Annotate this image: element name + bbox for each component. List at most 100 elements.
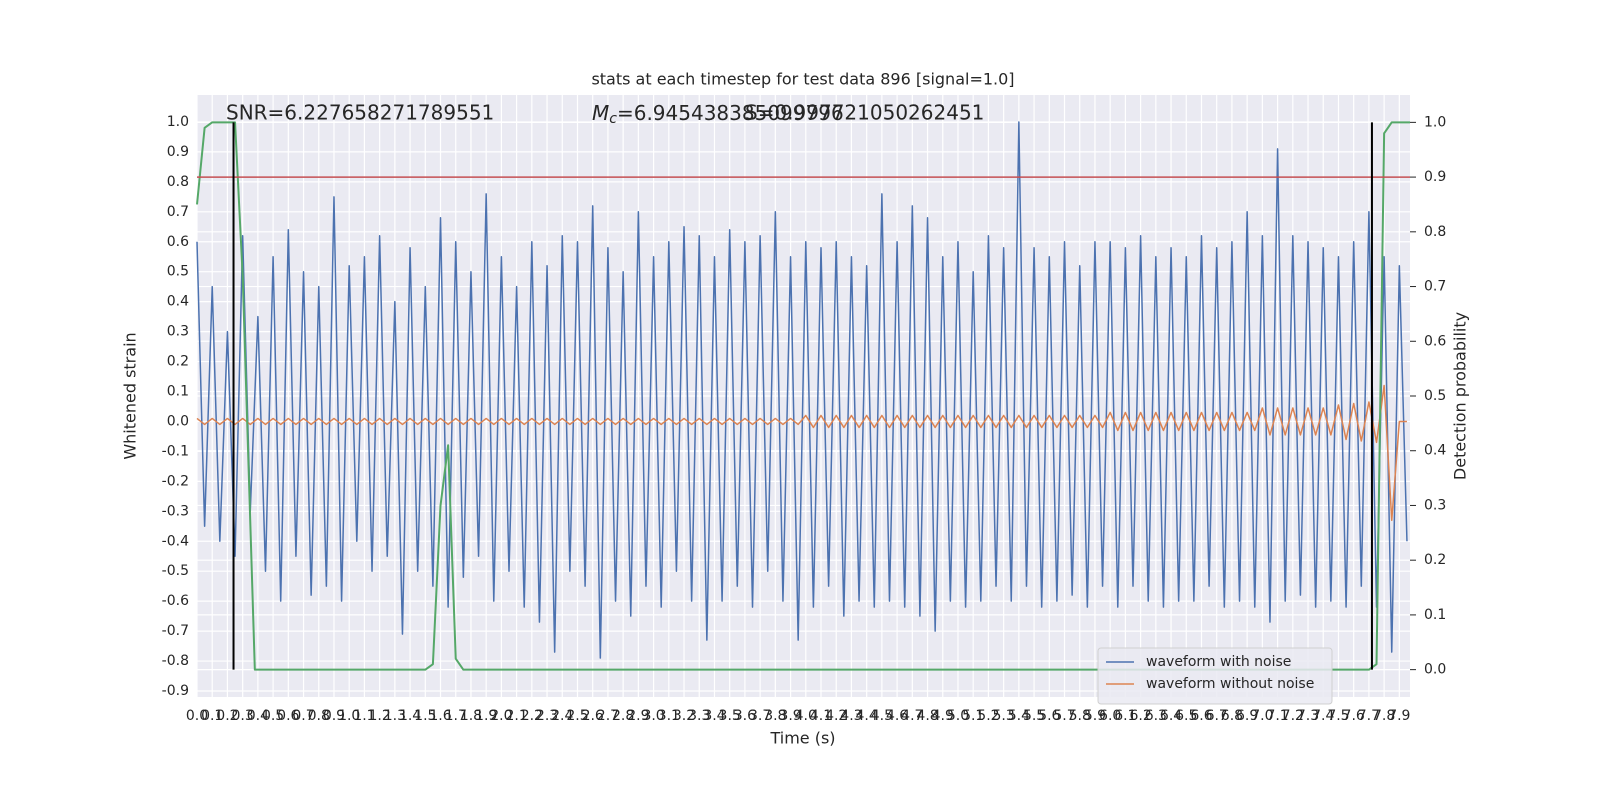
x-tick-label: 5.5	[1023, 708, 1045, 724]
x-tick-label: 5.9	[1084, 708, 1106, 724]
x-tick-label: 1.1	[353, 708, 375, 724]
y-tick-label: 0.9	[167, 144, 189, 160]
x-tick-label: 0.7	[292, 708, 314, 724]
x-tick-label: 7.8	[1373, 708, 1395, 724]
x-tick-label: 3.7	[749, 708, 771, 724]
x-tick-label: 1.2	[369, 708, 391, 724]
y-tick-label: 1.0	[167, 114, 189, 130]
x-axis-label: Time (s)	[769, 729, 835, 748]
x-tick-label: 5.7	[1053, 708, 1075, 724]
legend-label: waveform with noise	[1146, 654, 1291, 670]
y-tick-label: -0.5	[162, 563, 189, 579]
y2-tick-label: 0.0	[1424, 662, 1446, 678]
x-tick-label: 2.5	[566, 708, 588, 724]
x-tick-label: 5.8	[1069, 708, 1091, 724]
x-tick-label: 2.6	[582, 708, 604, 724]
annotation: SNR=6.227658271789551	[226, 101, 494, 125]
x-tick-label: 5.6	[1038, 708, 1060, 724]
series-line	[196, 121, 1408, 659]
y2-tick-label: 0.4	[1424, 443, 1446, 459]
y2-tick-label: 1.0	[1424, 114, 1446, 130]
y2-tick-label: 0.1	[1424, 607, 1446, 623]
y-tick-label: 0.8	[167, 174, 189, 190]
annotation-value: =6.945438385099796	[617, 101, 844, 125]
x-tick-label: 2.2	[521, 708, 543, 724]
y-axis-label: Whitened strain	[121, 332, 140, 459]
annotation: S=0.997721050262451	[745, 101, 984, 125]
x-tick-label: 6.8	[1221, 708, 1243, 724]
x-tick-label: 4.0	[795, 708, 817, 724]
y-tick-label: 0.6	[167, 234, 189, 250]
legend-box	[1097, 647, 1333, 705]
x-tick-label: 4.1	[810, 708, 832, 724]
x-tick-label: 6.5	[1175, 708, 1197, 724]
x-tick-label: 2.7	[597, 708, 619, 724]
x-tick-label: 2.1	[505, 708, 527, 724]
x-tick-label: 1.8	[460, 708, 482, 724]
series-line	[196, 384, 1407, 522]
y-tick-label: -0.4	[162, 533, 189, 549]
x-tick-label: 0.4	[247, 708, 269, 724]
x-tick-label: 5.1	[962, 708, 984, 724]
x-tick-label: 0.6	[277, 708, 299, 724]
x-tick-label: 3.8	[764, 708, 786, 724]
x-tick-label: 7.2	[1282, 708, 1304, 724]
x-tick-label: 6.2	[1129, 708, 1151, 724]
y2-axis-label: Detection probability	[1451, 312, 1470, 480]
x-tick-label: 4.9	[932, 708, 954, 724]
x-tick-label: 7.3	[1297, 708, 1319, 724]
y-tick-label: -0.9	[162, 683, 189, 699]
x-tick-label: 7.0	[1251, 708, 1273, 724]
x-tick-label: 0.0	[186, 708, 208, 724]
y-tick-label: -0.3	[162, 503, 189, 519]
x-tick-label: 3.1	[658, 708, 680, 724]
x-tick-label: 4.3	[840, 708, 862, 724]
y2-tick-label: 0.8	[1424, 224, 1446, 240]
y-tick-label: 0.1	[167, 384, 189, 400]
x-tick-label: 1.6	[429, 708, 451, 724]
x-tick-label: 1.0	[338, 708, 360, 724]
y-tick-label: 0.7	[167, 204, 189, 220]
y2-tick-label: 0.9	[1424, 169, 1446, 185]
x-tick-label: 1.9	[475, 708, 497, 724]
x-tick-label: 6.7	[1206, 708, 1228, 724]
y-tick-label: 0.4	[167, 294, 189, 310]
x-tick-label: 7.5	[1327, 708, 1349, 724]
x-tick-label: 1.5	[414, 708, 436, 724]
x-tick-label: 3.2	[673, 708, 695, 724]
x-tick-label: 4.5	[871, 708, 893, 724]
x-tick-label: 7.4	[1312, 708, 1334, 724]
x-tick-label: 4.6	[886, 708, 908, 724]
y-tick-label: -0.7	[162, 623, 189, 639]
y2-tick-label: 0.7	[1424, 279, 1446, 295]
x-tick-label: 4.8	[916, 708, 938, 724]
x-tick-label: 6.9	[1236, 708, 1258, 724]
x-tick-label: 1.3	[384, 708, 406, 724]
x-tick-label: 0.5	[262, 708, 284, 724]
annotation-symbol: M	[592, 101, 609, 125]
x-tick-label: 7.9	[1388, 708, 1410, 724]
y-tick-label: -0.1	[162, 443, 189, 459]
x-tick-label: 6.4	[1160, 708, 1182, 724]
x-tick-label: 0.1	[201, 708, 223, 724]
x-tick-label: 1.4	[399, 708, 421, 724]
x-tick-label: 2.8	[612, 708, 634, 724]
y2-tick-label: 0.6	[1424, 333, 1446, 349]
x-tick-label: 0.8	[308, 708, 330, 724]
annotation-subscript: c	[609, 111, 617, 127]
y-tick-label: 0.0	[167, 413, 189, 429]
x-tick-label: 4.7	[901, 708, 923, 724]
x-tick-label: 3.6	[734, 708, 756, 724]
x-tick-label: 1.7	[445, 708, 467, 724]
y-tick-label: -0.8	[162, 653, 189, 669]
x-tick-label: 3.9	[779, 708, 801, 724]
x-tick-label: 4.4	[856, 708, 878, 724]
x-tick-label: 5.4	[1008, 708, 1030, 724]
x-tick-label: 0.3	[232, 708, 254, 724]
x-tick-label: 2.0	[490, 708, 512, 724]
x-tick-label: 7.7	[1358, 708, 1380, 724]
x-tick-label: 5.0	[947, 708, 969, 724]
y-tick-label: 0.2	[167, 354, 189, 370]
x-tick-label: 6.0	[1099, 708, 1121, 724]
